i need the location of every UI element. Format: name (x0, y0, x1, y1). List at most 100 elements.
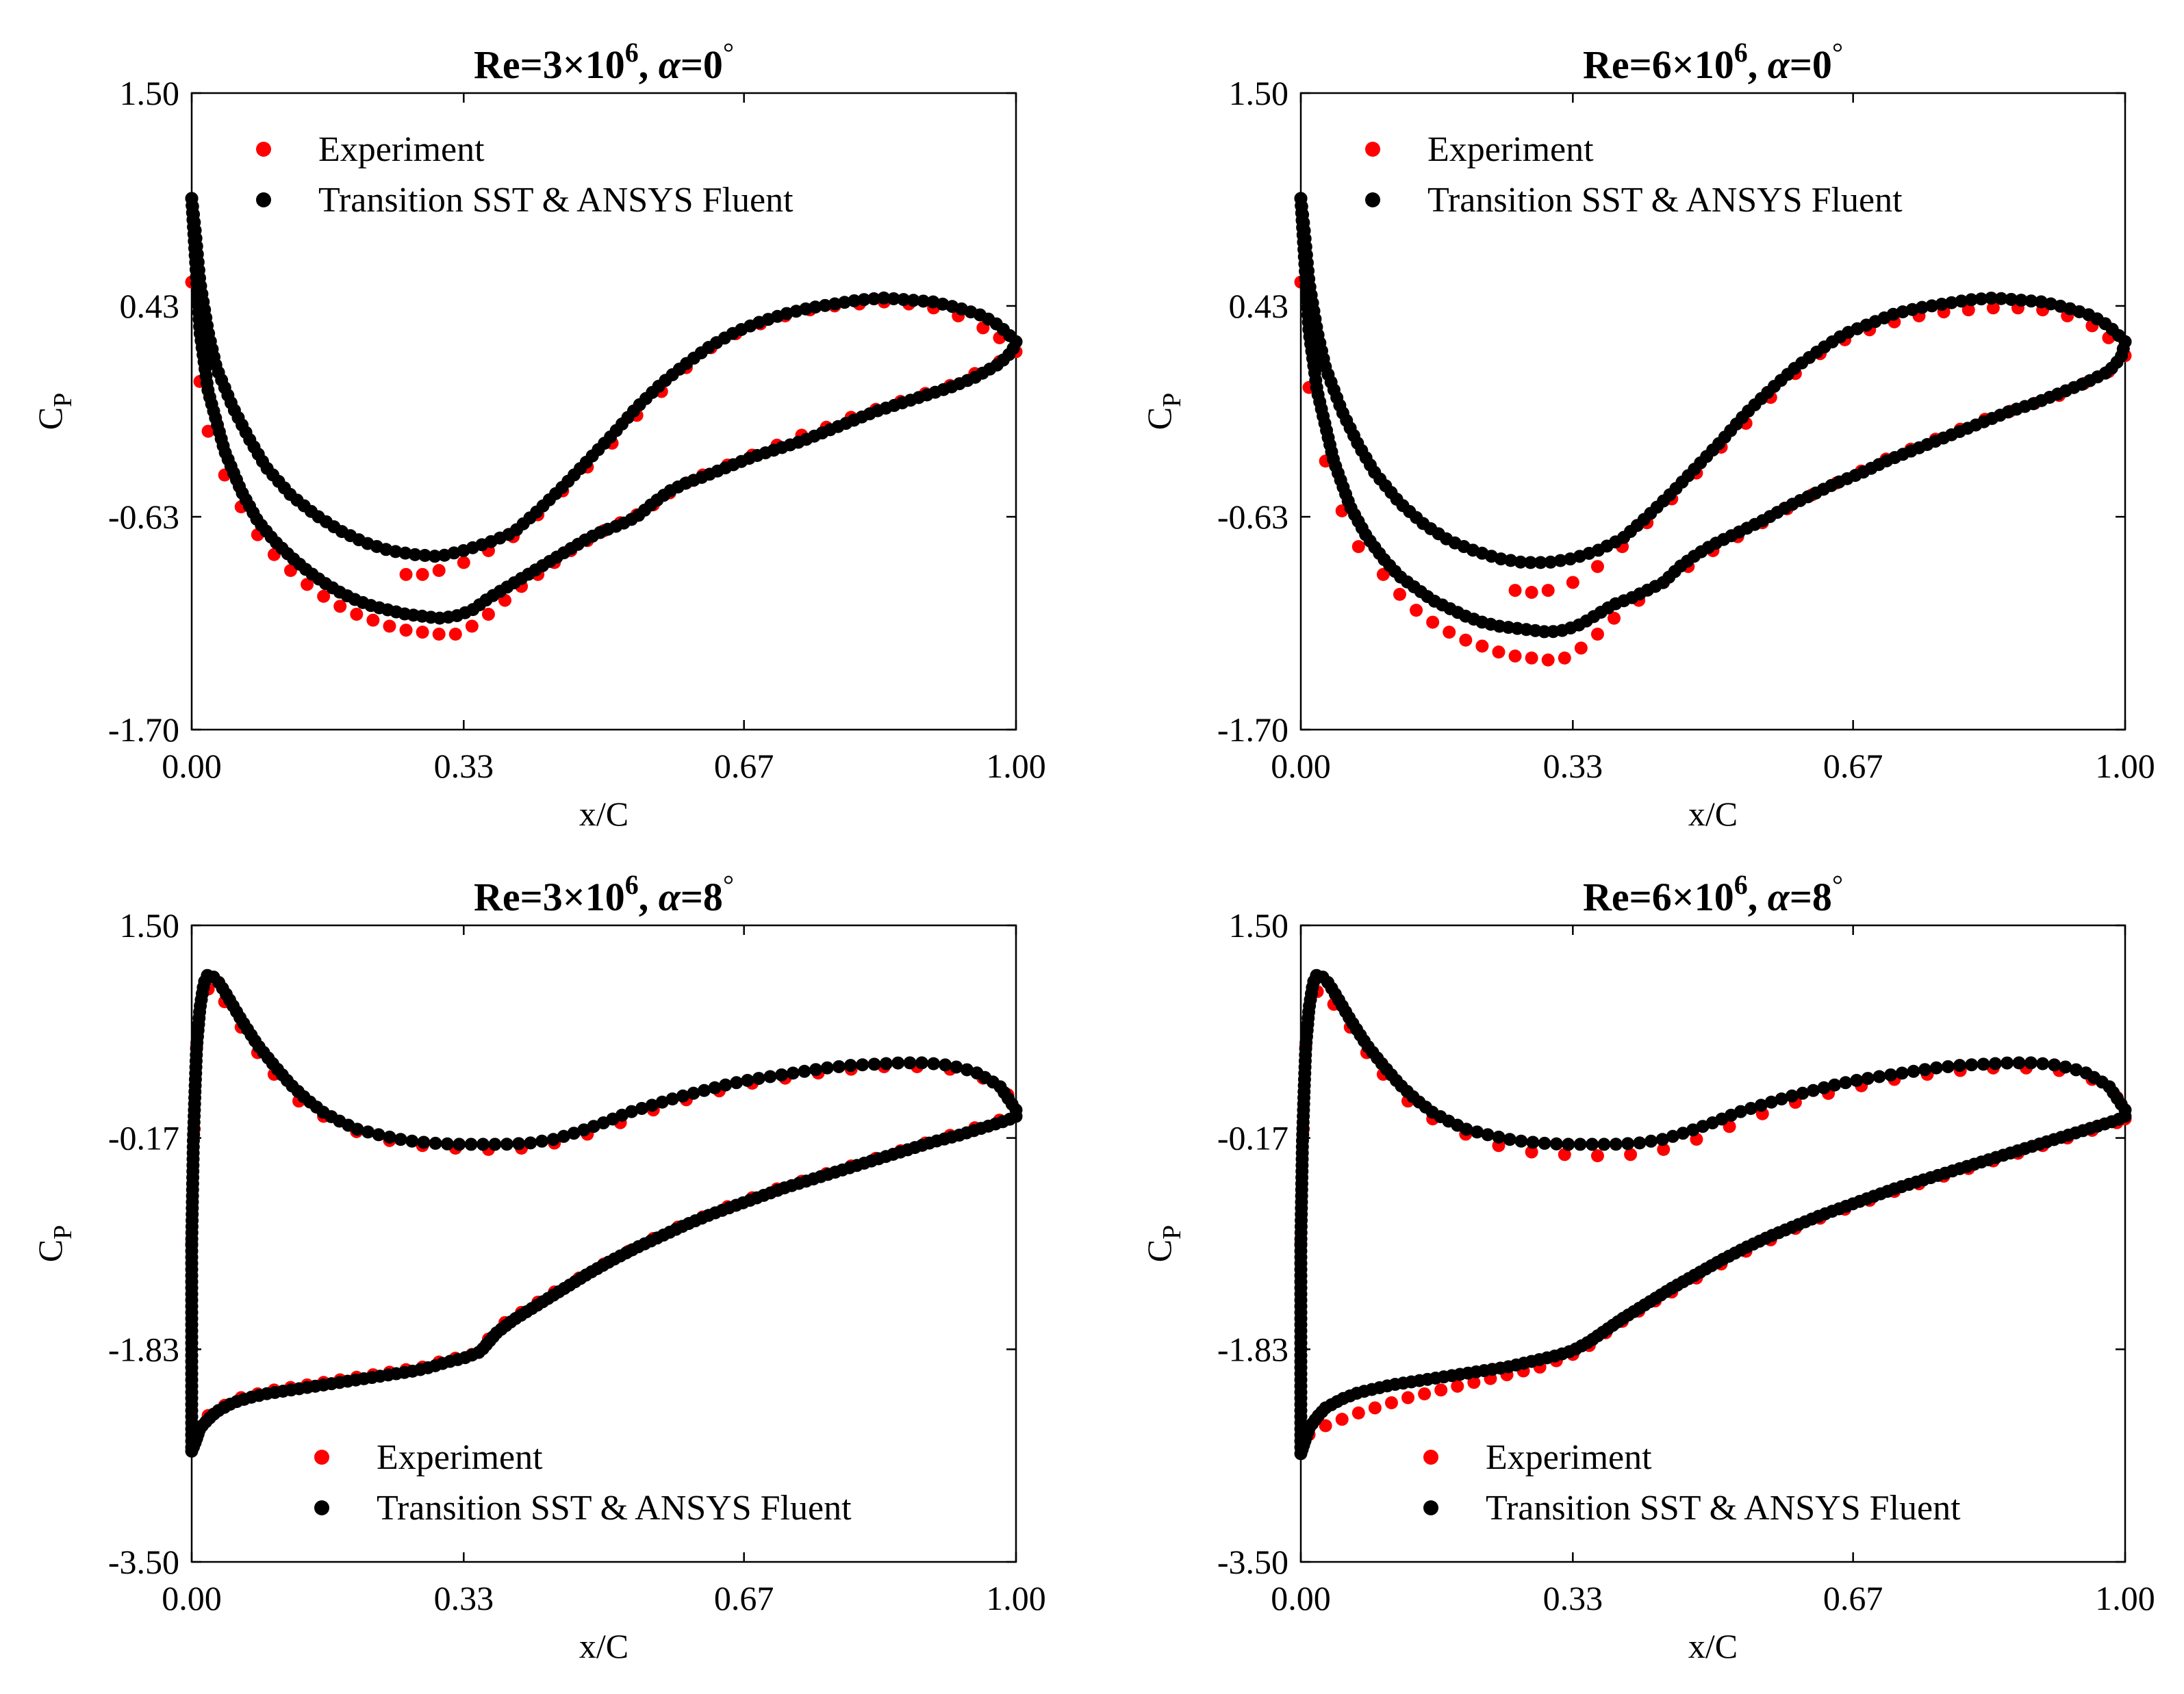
sst-point (1764, 1095, 1778, 1109)
legend-label-transition-sst: Transition SST & ANSYS Fluent (377, 1489, 852, 1528)
experiment-point (1590, 560, 1604, 574)
experiment-point (432, 564, 446, 577)
sst-point (488, 1138, 502, 1151)
experiment-point (1384, 1396, 1398, 1409)
experiment-point (1459, 633, 1473, 647)
sst-point (1009, 1103, 1023, 1117)
sst-point (389, 545, 403, 559)
experiment-point (1541, 584, 1555, 598)
sst-point (838, 296, 852, 309)
sst-point (428, 550, 442, 563)
sst-point (429, 1136, 442, 1150)
sst-point (1514, 555, 1527, 569)
sst-point (372, 1128, 385, 1142)
sst-point (500, 1138, 513, 1151)
experiment-point (481, 607, 495, 621)
sst-point (524, 1136, 537, 1150)
sst-point (418, 549, 432, 563)
y-tick-label: 1.50 (1229, 74, 1289, 112)
sst-point (2048, 1058, 2061, 1072)
experiment-point (1574, 641, 1588, 655)
sst-point (1850, 1073, 1864, 1087)
sst-point (383, 1130, 396, 1144)
experiment-point (1525, 585, 1538, 599)
experiment-point (1508, 584, 1522, 598)
sst-point (687, 1086, 700, 1100)
experiment-point (1525, 1145, 1538, 1159)
experiment-point (1351, 1406, 1365, 1420)
y-tick-label: 1.50 (1229, 906, 1289, 945)
sst-point (1696, 1120, 1710, 1133)
sst-point (1975, 292, 1988, 306)
sst-point (1839, 1076, 1853, 1090)
sst-point (1929, 1061, 1943, 1075)
sst-point (1573, 1138, 1587, 1151)
sst-point (1935, 298, 1948, 311)
sst-point (1481, 1128, 1495, 1142)
x-tick-label: 1.00 (2095, 1579, 2155, 1617)
sst-point (903, 1056, 917, 1070)
chart-title: Re=6×106, α=0° (1583, 37, 1843, 87)
sst-point (453, 1138, 466, 1151)
sst-point (587, 1120, 600, 1133)
experiment-point (1590, 1149, 1604, 1163)
sst-point (1524, 556, 1538, 569)
sst-point (2024, 1056, 2037, 1070)
sst-point (719, 1078, 733, 1092)
x-tick-label: 0.33 (434, 747, 494, 785)
sst-point (915, 1056, 928, 1070)
experiment-point (1451, 1379, 1464, 1393)
sst-point (1597, 1138, 1611, 1151)
sst-point (897, 293, 911, 307)
experiment-point (432, 628, 446, 641)
x-tick-label: 1.00 (986, 1579, 1046, 1617)
sst-point (848, 294, 861, 307)
experiment-point (201, 424, 215, 438)
y-tick-label: -1.70 (108, 710, 179, 749)
experiment-point (1608, 611, 1621, 625)
experiment-point (317, 589, 331, 603)
y-axis-label: CP (31, 1225, 77, 1263)
experiment-point (1541, 653, 1555, 667)
chart-panel-2: 0.00 0.33 0.67 1.00 1.50 0.43 -0.63 -1.70 x/C CP R… (1140, 37, 2155, 833)
sst-point (950, 1060, 963, 1074)
sst-point (1585, 1138, 1599, 1151)
experiment-point (1475, 639, 1489, 653)
x-axis-label: x/C (579, 1627, 628, 1665)
chart-title: Re=3×106, α=8° (474, 869, 734, 919)
experiment-point (465, 619, 479, 633)
sst-point (645, 1099, 659, 1112)
experiment-point (416, 626, 429, 639)
plot-frame (1299, 92, 2126, 731)
x-tick-label: 0.67 (714, 747, 774, 785)
experiment-point (399, 624, 413, 637)
sst-point (2014, 294, 2028, 307)
experiment-point (301, 578, 314, 591)
experiment-point (1657, 1142, 1671, 1156)
sst-point (1806, 1083, 1820, 1097)
sst-point (476, 1138, 490, 1151)
sst-point (624, 1105, 638, 1118)
experiment-point (416, 567, 429, 581)
sst-point (1460, 1122, 1473, 1136)
sst-point (927, 1057, 941, 1070)
y-axis-label: CP (1140, 1225, 1186, 1263)
sst-point (1964, 293, 1978, 307)
sst-point (2118, 1103, 2132, 1117)
sst-point (1884, 1068, 1898, 1081)
experiment-point (1525, 651, 1538, 665)
sst-point (879, 1057, 893, 1070)
chart-panel-3: 0.00 0.33 0.67 1.00 1.50 -0.17 -1.83 -3.50 x/C CP… (31, 869, 1046, 1665)
x-tick-label: 0.33 (1543, 1579, 1603, 1617)
y-tick-label: 0.43 (1229, 287, 1289, 325)
sst-point (2036, 1057, 2050, 1070)
y-tick-label: -0.17 (1217, 1119, 1288, 1157)
sst-point (394, 1133, 407, 1146)
series-transition-sst (1294, 192, 2132, 639)
x-tick-label: 1.00 (986, 747, 1046, 785)
experiment-point (1401, 1391, 1415, 1404)
sst-point (417, 1135, 431, 1149)
sst-point (408, 548, 422, 561)
experiment-point (1351, 540, 1365, 554)
